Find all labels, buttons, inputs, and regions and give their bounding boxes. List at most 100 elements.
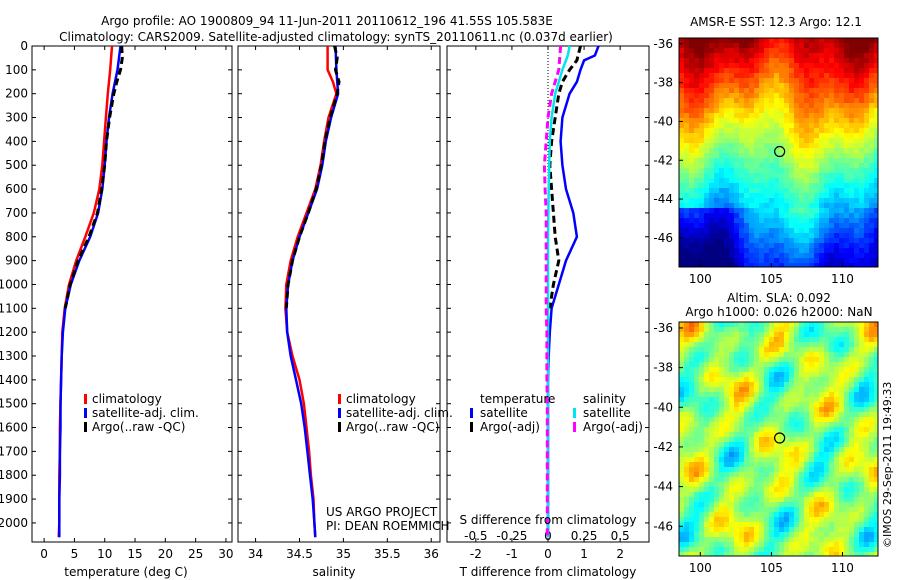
heatmap-cell — [769, 208, 774, 213]
heatmap-cell — [784, 482, 789, 487]
heatmap-cell — [804, 73, 809, 78]
heatmap-cell — [714, 357, 719, 362]
heatmap-cell — [774, 183, 779, 188]
heatmap-cell — [724, 98, 729, 103]
heatmap-cell — [719, 492, 724, 497]
heatmap-cell — [824, 243, 829, 248]
heatmap-cell — [759, 73, 764, 78]
heatmap-cell — [684, 432, 689, 437]
heatmap-cell — [869, 108, 874, 113]
heatmap-cell — [689, 452, 694, 457]
heatmap-cell — [809, 83, 814, 88]
heatmap-cell — [794, 462, 799, 467]
heatmap-cell — [734, 253, 739, 258]
heatmap-cell — [864, 138, 869, 143]
heatmap-cell — [779, 118, 784, 123]
heatmap-cell — [714, 502, 719, 507]
heatmap-cell — [824, 173, 829, 178]
heatmap-cell — [769, 128, 774, 133]
heatmap-cell — [819, 412, 824, 417]
heatmap-cell — [699, 118, 704, 123]
heatmap-cell — [694, 118, 699, 123]
heatmap-cell — [819, 233, 824, 238]
heatmap-cell — [819, 322, 824, 327]
heatmap-cell — [874, 352, 878, 357]
depth-tick-label: 400 — [5, 134, 28, 148]
heatmap-cell — [689, 507, 694, 512]
heatmap-cell — [854, 198, 859, 203]
heatmap-cell — [789, 482, 794, 487]
heatmap-cell — [804, 407, 809, 412]
heatmap-cell — [859, 547, 864, 552]
heatmap-cell — [789, 352, 794, 357]
profile-line-satellite-adj-clim- — [285, 45, 340, 538]
heatmap-cell — [819, 542, 824, 547]
heatmap-cell — [829, 208, 834, 213]
heatmap-cell — [809, 143, 814, 148]
heatmap-cell — [679, 38, 684, 43]
heatmap-cell — [844, 472, 849, 477]
heatmap-cell — [859, 108, 864, 113]
heatmap-cell — [679, 103, 684, 108]
heatmap-cell — [834, 148, 839, 153]
heatmap-cell — [844, 128, 849, 133]
heatmap-cell — [689, 497, 694, 502]
heatmap-cell — [864, 263, 869, 267]
heatmap-cell — [829, 432, 834, 437]
heatmap-cell — [869, 43, 874, 48]
heatmap-cell — [789, 462, 794, 467]
heatmap-cell — [819, 93, 824, 98]
heatmap-cell — [784, 143, 789, 148]
heatmap-cell — [764, 53, 769, 58]
heatmap-cell — [694, 427, 699, 432]
heatmap-cell — [784, 138, 789, 143]
heatmap-cell — [874, 113, 878, 118]
heatmap-cell — [729, 103, 734, 108]
heatmap-cell — [759, 392, 764, 397]
heatmap-cell — [784, 243, 789, 248]
heatmap-cell — [694, 148, 699, 153]
heatmap-cell — [719, 113, 724, 118]
heatmap-cell — [799, 457, 804, 462]
heatmap-cell — [859, 552, 864, 556]
heatmap-cell — [789, 522, 794, 527]
heatmap-cell — [704, 103, 709, 108]
heatmap-cell — [819, 53, 824, 58]
heatmap-cell — [824, 158, 829, 163]
heatmap-cell — [759, 502, 764, 507]
heatmap-cell — [764, 143, 769, 148]
heatmap-cell — [684, 253, 689, 258]
heatmap-cell — [789, 253, 794, 258]
project-annotation: US ARGO PROJECT — [326, 505, 438, 519]
heatmap-cell — [824, 502, 829, 507]
heatmap-cell — [789, 537, 794, 542]
heatmap-cell — [824, 198, 829, 203]
heatmap-cell — [874, 43, 878, 48]
heatmap-cell — [714, 78, 719, 83]
heatmap-cell — [839, 477, 844, 482]
heatmap-cell — [849, 228, 854, 233]
heatmap-cell — [699, 547, 704, 552]
heatmap-cell — [754, 53, 759, 58]
heatmap-cell — [729, 128, 734, 133]
heatmap-cell — [804, 178, 809, 183]
heatmap-cell — [704, 537, 709, 542]
heatmap-cell — [869, 93, 874, 98]
heatmap-cell — [774, 248, 779, 253]
heatmap-cell — [804, 537, 809, 542]
heatmap-cell — [709, 347, 714, 352]
heatmap-cell — [709, 93, 714, 98]
heatmap-cell — [784, 512, 789, 517]
heatmap-cell — [874, 48, 878, 53]
heatmap-cell — [854, 527, 859, 532]
heatmap-cell — [839, 83, 844, 88]
heatmap-cell — [729, 362, 734, 367]
heatmap-cell — [854, 68, 859, 73]
heatmap-cell — [744, 467, 749, 472]
heatmap-cell — [759, 153, 764, 158]
heatmap-cell — [854, 173, 859, 178]
heatmap-cell — [834, 53, 839, 58]
heatmap-cell — [709, 362, 714, 367]
heatmap-cell — [799, 442, 804, 447]
heatmap-cell — [874, 73, 878, 78]
